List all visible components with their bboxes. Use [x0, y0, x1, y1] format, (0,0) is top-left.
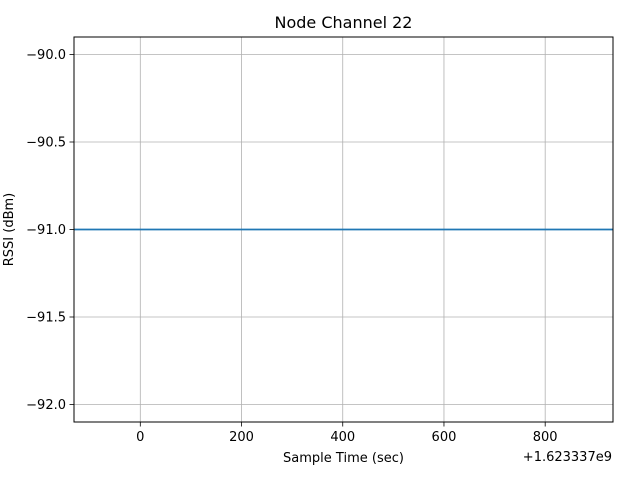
- y-axis-label: RSSI (dBm): [2, 193, 17, 266]
- y-tick-label: −90.0: [26, 48, 66, 63]
- y-tick-label: −90.5: [26, 136, 66, 151]
- x-tick-label: 0: [136, 430, 144, 445]
- x-axis-offset-label: +1.623337e9: [523, 450, 612, 465]
- x-tick-label: 600: [432, 430, 457, 445]
- y-tick-label: −91.5: [26, 311, 66, 326]
- chart-title: Node Channel 22: [275, 13, 413, 32]
- y-tick-label: −92.0: [26, 398, 66, 413]
- x-axis-ticks: 0 200 400 600 800: [136, 422, 558, 445]
- x-tick-label: 400: [330, 430, 355, 445]
- y-axis-ticks: −90.0 −90.5 −91.0 −91.5 −92.0: [26, 48, 74, 413]
- x-axis-label: Sample Time (sec): [283, 451, 404, 466]
- x-tick-label: 200: [229, 430, 254, 445]
- y-tick-label: −91.0: [26, 223, 66, 238]
- x-tick-label: 800: [533, 430, 558, 445]
